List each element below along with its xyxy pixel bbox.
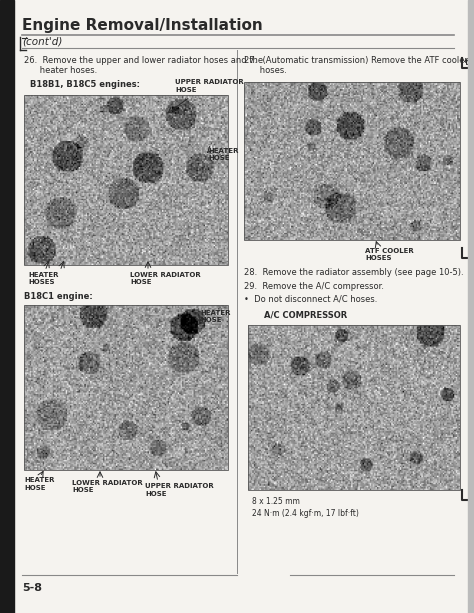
Text: heater hoses.: heater hoses. <box>24 66 97 75</box>
Bar <box>24 95 228 265</box>
Text: 28.  Remove the radiator assembly (see page 10-5).: 28. Remove the radiator assembly (see pa… <box>244 268 464 277</box>
Text: HEATER
HOSE: HEATER HOSE <box>200 310 230 324</box>
Text: LOWER RADIATOR
HOSE: LOWER RADIATOR HOSE <box>130 272 201 286</box>
Text: 27.  (Automatic transmission) Remove the ATF cooler: 27. (Automatic transmission) Remove the … <box>244 56 468 65</box>
Text: B18B1, B18C5 engines:: B18B1, B18C5 engines: <box>30 80 140 89</box>
Text: UPPER RADIATOR
HOSE: UPPER RADIATOR HOSE <box>145 483 214 497</box>
Text: UPPER RADIATOR
HOSE: UPPER RADIATOR HOSE <box>175 80 244 93</box>
Text: HEATER
HOSE: HEATER HOSE <box>24 477 55 490</box>
Text: (cont'd): (cont'd) <box>22 37 63 47</box>
Text: 26.  Remove the upper and lower radiator hoses and the: 26. Remove the upper and lower radiator … <box>24 56 263 65</box>
Text: •  Do not disconnect A/C hoses.: • Do not disconnect A/C hoses. <box>244 294 377 303</box>
Bar <box>24 305 228 470</box>
Text: 29.  Remove the A/C compressor.: 29. Remove the A/C compressor. <box>244 282 384 291</box>
Text: hoses.: hoses. <box>244 66 287 75</box>
Text: B18C1 engine:: B18C1 engine: <box>24 292 93 301</box>
Bar <box>244 82 460 240</box>
Text: 5-8: 5-8 <box>22 583 42 593</box>
Text: LOWER RADIATOR
HOSE: LOWER RADIATOR HOSE <box>72 480 143 493</box>
Text: A/C COMPRESSOR: A/C COMPRESSOR <box>264 310 347 319</box>
Text: ATF COOLER
HOSES: ATF COOLER HOSES <box>365 248 414 262</box>
Bar <box>248 325 460 490</box>
Bar <box>468 0 474 613</box>
Text: 8 x 1.25 mm
24 N·m (2.4 kgf·m, 17 lbf·ft): 8 x 1.25 mm 24 N·m (2.4 kgf·m, 17 lbf·ft… <box>252 497 359 518</box>
Text: Engine Removal/Installation: Engine Removal/Installation <box>22 18 263 33</box>
Text: ↲: ↲ <box>458 58 471 69</box>
Text: HEATER
HOSE: HEATER HOSE <box>208 148 238 161</box>
Bar <box>0 0 14 613</box>
Text: HEATER
HOSES: HEATER HOSES <box>28 272 58 286</box>
